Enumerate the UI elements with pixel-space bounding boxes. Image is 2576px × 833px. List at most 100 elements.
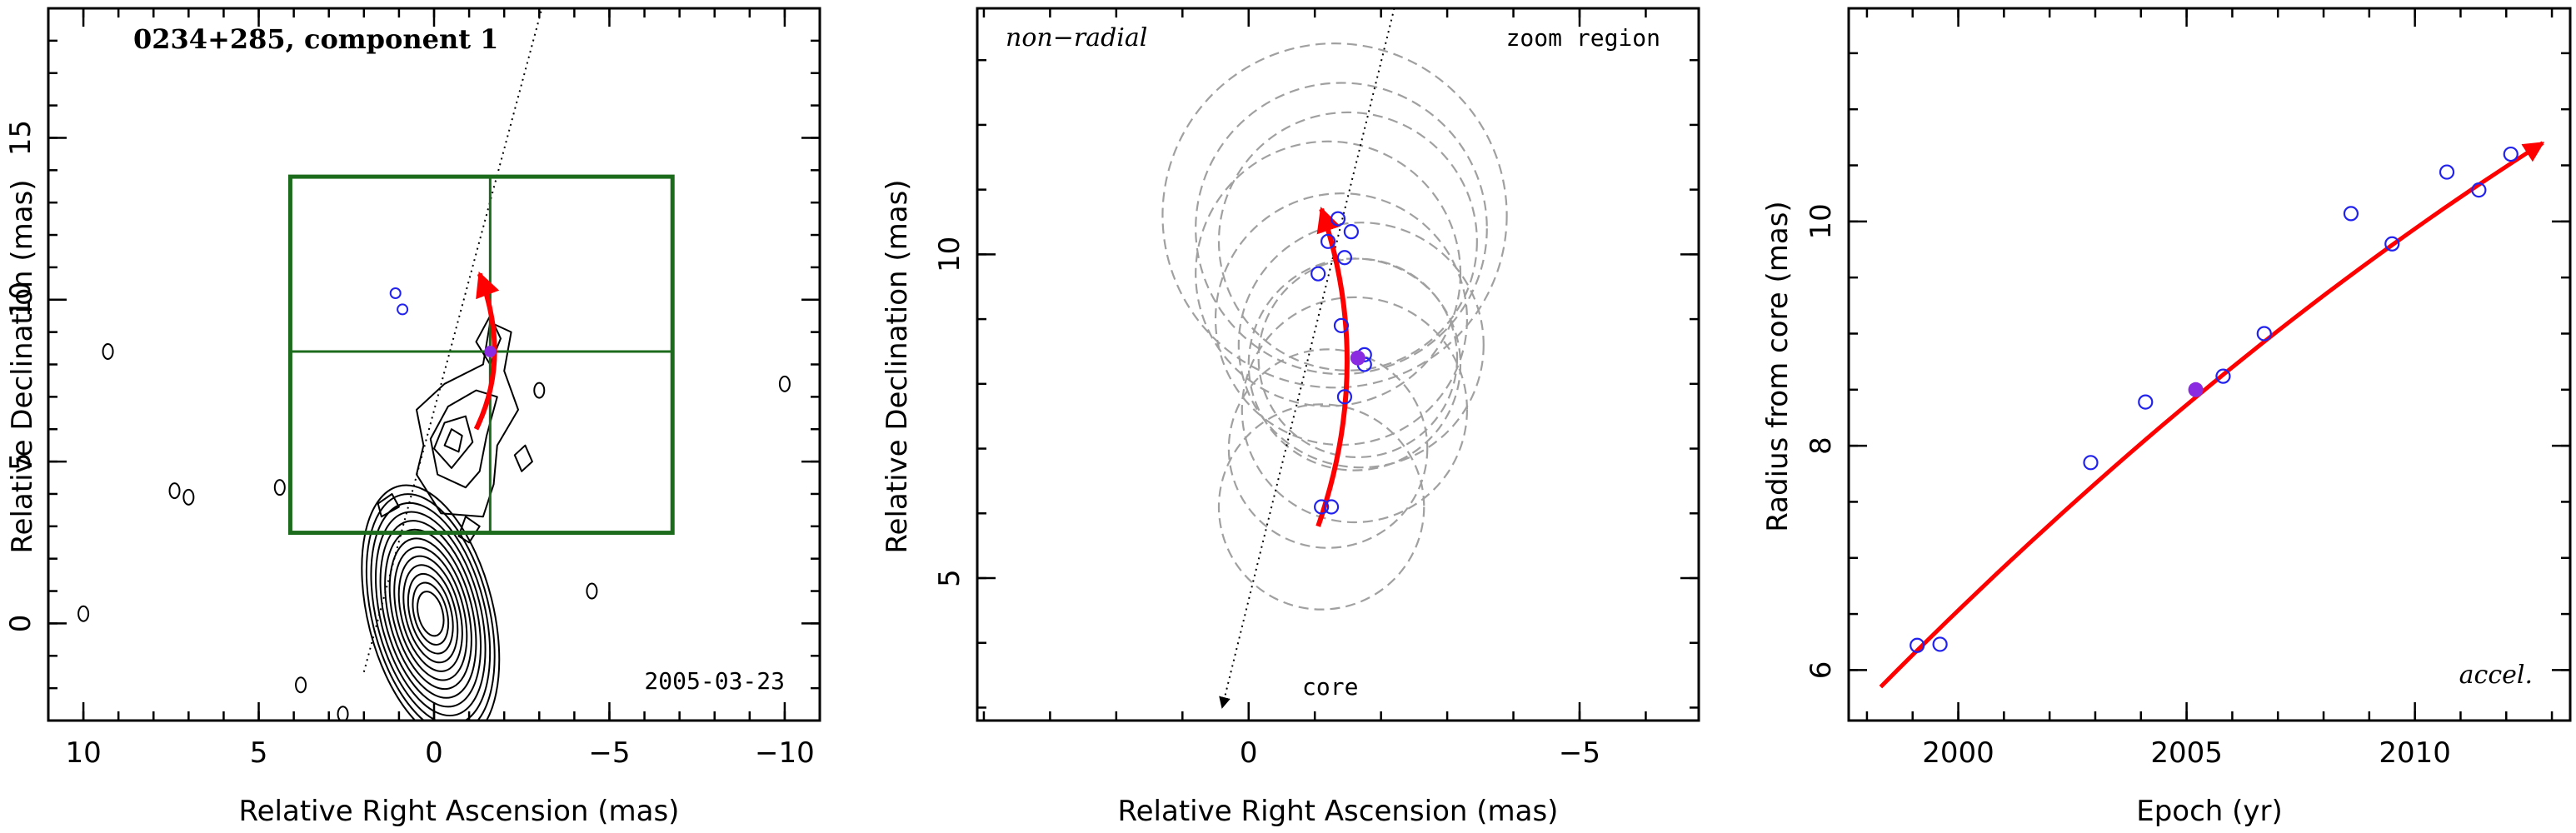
radius-data-point xyxy=(1910,637,1925,653)
core-contour xyxy=(375,511,487,717)
position-uncertainty-circle xyxy=(1241,296,1469,524)
jet-contour-knot-low xyxy=(457,516,481,544)
jet-contour-core-knot xyxy=(443,428,463,453)
position-uncertainty-circle xyxy=(1195,82,1488,376)
core-contour xyxy=(384,528,477,699)
core-contour xyxy=(370,501,492,721)
p2-x-tick-label: −5 xyxy=(1559,736,1600,770)
jet-contour-inner xyxy=(433,415,474,469)
p1-y-tick-label: 5 xyxy=(4,452,37,471)
radius-data-point xyxy=(2215,368,2231,384)
panel1-ticks: 10 5 0 −5 −10 0 5 10 15 xyxy=(4,7,821,770)
label-zoom-region: zoom region xyxy=(1506,24,1660,52)
core-contour xyxy=(417,591,445,637)
panel-radius-epoch: 2000 2005 2010 6 8 10 accel. Epoch (yr) Radiu… xyxy=(1761,7,2572,828)
position-uncertainty-circle xyxy=(1237,222,1485,469)
component-position-point xyxy=(1336,389,1353,405)
p3-x-tick-label: 2005 xyxy=(2150,736,2223,770)
current-epoch-point xyxy=(1350,350,1365,366)
core-contour xyxy=(361,484,501,721)
position-uncertainty-circle xyxy=(1257,257,1459,459)
radius-data-point xyxy=(2138,394,2154,410)
jet-contour-knot-left xyxy=(377,493,400,518)
contour-plot-area xyxy=(77,8,791,721)
p3-y-tick-label: 6 xyxy=(1805,661,1838,680)
p1-y-tick-label: 15 xyxy=(4,120,37,156)
trajectory-arrow xyxy=(1315,207,1350,527)
p2-y-tick-label: 5 xyxy=(933,569,966,587)
radius-data-point xyxy=(2256,326,2272,342)
position-uncertainty-circle xyxy=(1217,403,1425,611)
p2-x-tick-label: 0 xyxy=(1240,736,1258,770)
radius-data-point xyxy=(2503,146,2519,162)
noise-contour xyxy=(182,488,195,506)
p3-x-tick-label: 2000 xyxy=(1922,736,1994,770)
core-contour xyxy=(412,581,450,646)
noise-contour xyxy=(778,375,791,392)
panel3-x-axis-title: Epoch (yr) xyxy=(2136,795,2283,828)
core-contour xyxy=(393,546,468,681)
noise-contour xyxy=(273,479,286,496)
label-core: core xyxy=(1302,673,1358,701)
panel3-frame xyxy=(1847,7,2572,722)
panel1-frame xyxy=(47,7,821,722)
current-epoch-point xyxy=(484,345,497,357)
radius-data-point xyxy=(2343,206,2359,222)
core-contour xyxy=(402,564,459,664)
noise-contour xyxy=(533,382,546,399)
radius-data-point xyxy=(1932,636,1948,652)
p1-x-tick-label: 5 xyxy=(250,736,268,770)
p1-y-tick-label: 0 xyxy=(4,615,37,633)
jet-contour-mid xyxy=(429,389,498,489)
core-contour xyxy=(365,493,496,721)
current-epoch-point xyxy=(2188,382,2204,397)
component-point xyxy=(397,303,409,316)
zoom-plot-area xyxy=(1161,8,1508,709)
jet-contour-knot-right xyxy=(513,444,533,472)
noise-contour xyxy=(337,706,349,721)
noise-contour xyxy=(295,676,307,694)
component-position-point xyxy=(1343,224,1359,240)
component-position-point xyxy=(1323,499,1340,515)
panel2-y-axis-title: Relative Declination (mas) xyxy=(881,179,914,553)
p3-y-tick-label: 8 xyxy=(1805,436,1838,455)
radius-plot-area xyxy=(1879,141,2545,689)
panel1-y-axis-title: Relative Declination (mas) xyxy=(6,179,39,553)
noise-contour xyxy=(102,342,114,360)
radius-data-point xyxy=(2439,164,2455,180)
p1-x-tick-label: −10 xyxy=(755,736,815,770)
panel3-ticks: 2000 2005 2010 6 8 10 xyxy=(1805,8,2570,770)
p1-x-tick-label: 0 xyxy=(425,736,443,770)
noise-contour xyxy=(77,605,90,622)
radius-data-point xyxy=(2083,455,2099,471)
label-accel: accel. xyxy=(2459,661,2533,690)
position-uncertainty-circle xyxy=(1161,42,1508,389)
component-position-point xyxy=(1310,266,1326,282)
jet-contour-upper xyxy=(475,315,502,366)
panel2-x-axis-title: Relative Right Ascension (mas) xyxy=(1118,795,1559,828)
p1-x-tick-label: −5 xyxy=(588,736,630,770)
jet-contour-outer xyxy=(416,322,519,518)
core-contour xyxy=(407,572,454,655)
component-position-point xyxy=(1333,317,1350,333)
component-position-point xyxy=(1314,499,1330,515)
p3-x-tick-label: 2010 xyxy=(2379,736,2451,770)
component-point xyxy=(389,287,402,299)
panel3-y-axis-title: Radius from core (mas) xyxy=(1761,201,1795,531)
component-position-point xyxy=(1330,211,1346,227)
component-position-point xyxy=(1320,233,1336,249)
noise-contour xyxy=(168,482,181,500)
label-non-radial: non−radial xyxy=(1006,23,1147,52)
fit-curve-arrow xyxy=(1879,141,2545,689)
panel2-ticks: 0 −5 5 10 xyxy=(933,8,1699,770)
core-contour xyxy=(379,520,482,708)
source-title: 0234+285, component 1 xyxy=(133,23,498,55)
date-label: 2005-03-23 xyxy=(644,667,785,695)
panel-zoom-region: 0 −5 5 10 non−radial zoom region core Relat… xyxy=(881,7,1700,828)
noise-contour xyxy=(586,582,598,600)
radius-data-point xyxy=(2384,236,2400,252)
position-uncertainty-circle xyxy=(1195,140,1462,407)
zoom-box xyxy=(287,174,675,536)
panel-contour-map: 10 5 0 −5 −10 0 5 10 15 0234+285, component 1 20… xyxy=(4,7,821,828)
component-position-point xyxy=(1336,250,1353,266)
